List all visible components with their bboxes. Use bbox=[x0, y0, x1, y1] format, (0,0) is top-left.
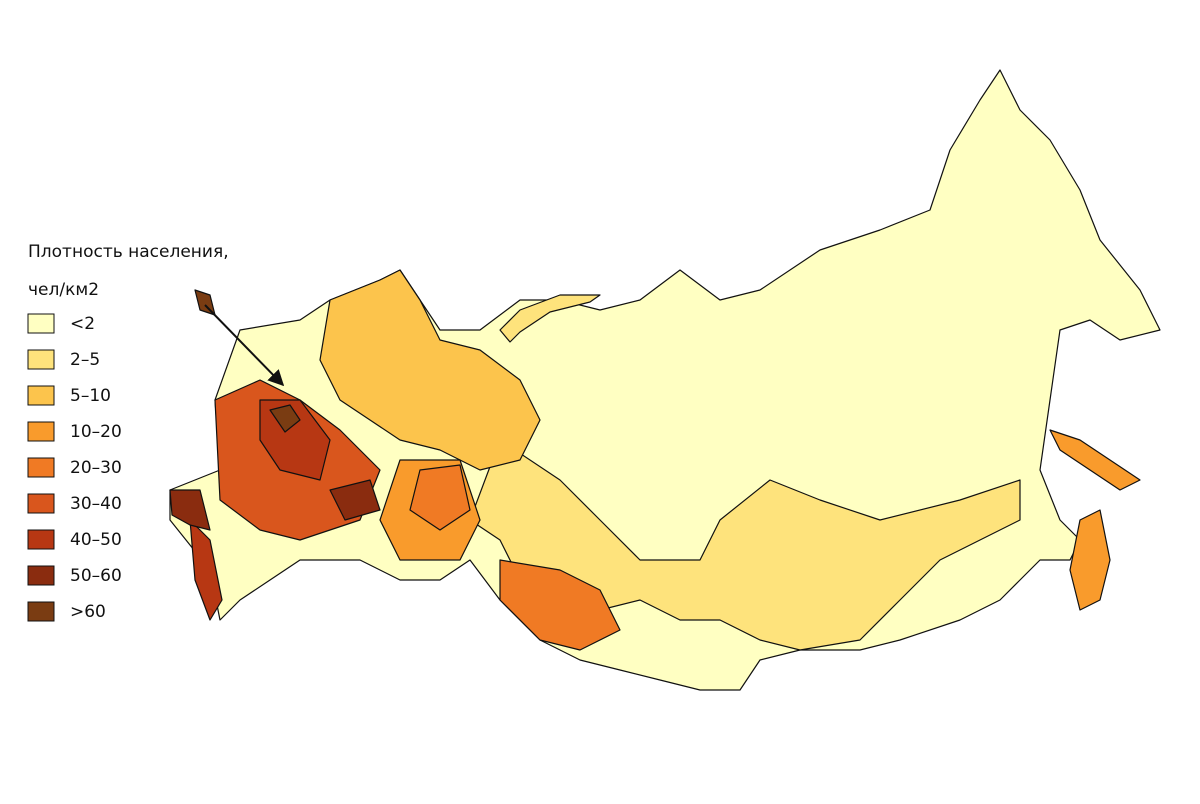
region bbox=[499, 294, 601, 343]
legend: <2 2–5 5–10 10–20 20–30 30–40 40–50 50–60 >60 bbox=[27, 313, 122, 622]
region bbox=[169, 489, 211, 531]
regions bbox=[169, 69, 1161, 691]
legend-swatch bbox=[27, 349, 55, 370]
region bbox=[1069, 509, 1111, 611]
legend-label: 5–10 bbox=[70, 386, 111, 406]
region bbox=[189, 519, 223, 621]
legend-label: 2–5 bbox=[70, 350, 100, 370]
legend-swatch bbox=[27, 457, 55, 478]
legend-label: >60 bbox=[70, 602, 106, 622]
region bbox=[499, 559, 621, 651]
legend-swatch bbox=[27, 493, 55, 514]
legend-label: 50–60 bbox=[70, 566, 122, 586]
region bbox=[329, 479, 381, 521]
legend-label: 10–20 bbox=[70, 422, 122, 442]
legend-label: 40–50 bbox=[70, 530, 122, 550]
legend-title: Плотность населения, bbox=[28, 242, 229, 262]
legend-label: <2 bbox=[70, 314, 95, 334]
legend-swatch bbox=[27, 421, 55, 442]
legend-swatch bbox=[27, 565, 55, 586]
region bbox=[319, 269, 541, 471]
region bbox=[1049, 429, 1141, 491]
legend-swatch bbox=[27, 529, 55, 550]
legend-swatch bbox=[27, 385, 55, 406]
legend-label: 30–40 bbox=[70, 494, 122, 514]
region bbox=[409, 464, 471, 531]
legend-swatch bbox=[27, 601, 55, 622]
region bbox=[269, 404, 301, 433]
legend-label: 20–30 bbox=[70, 458, 122, 478]
legend-subtitle: чел/км2 bbox=[28, 280, 99, 300]
arrow bbox=[204, 304, 285, 387]
legend-swatch bbox=[27, 313, 55, 334]
